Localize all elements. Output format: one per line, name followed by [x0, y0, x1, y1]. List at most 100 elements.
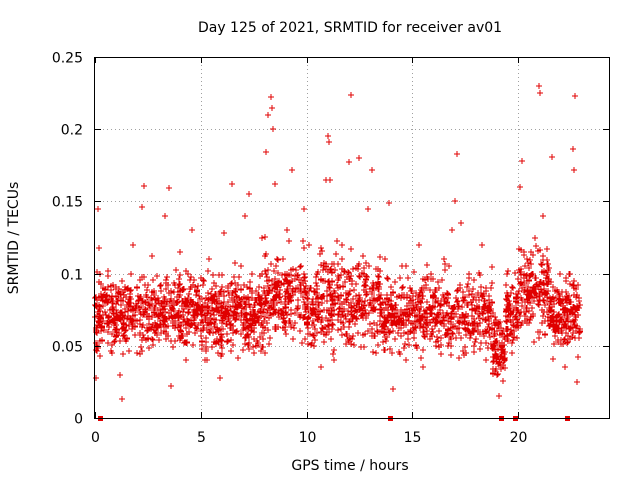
noise-point — [102, 286, 108, 292]
noise-point — [457, 282, 463, 288]
noise-point — [426, 304, 432, 310]
data-point — [471, 343, 477, 349]
noise-point — [144, 287, 150, 293]
noise-point — [533, 243, 539, 249]
noise-point — [371, 285, 377, 291]
noise-point — [528, 261, 534, 267]
data-point — [105, 273, 111, 279]
data-point — [202, 357, 208, 363]
noise-point — [472, 321, 478, 327]
data-point — [96, 245, 102, 251]
noise-point — [186, 291, 192, 297]
noise-point — [203, 348, 209, 354]
x-tick-label: 0 — [91, 430, 100, 446]
noise-point — [389, 322, 395, 328]
noise-point — [370, 349, 376, 355]
noise-point — [545, 267, 551, 273]
data-point — [194, 288, 200, 294]
noise-point — [111, 322, 117, 328]
noise-point — [360, 253, 366, 259]
noise-point — [228, 348, 234, 354]
noise-point — [538, 279, 544, 285]
noise-point — [251, 336, 257, 342]
noise-point — [163, 286, 169, 292]
noise-point — [355, 263, 361, 269]
noise-point — [515, 276, 521, 282]
noise-point — [481, 291, 487, 297]
noise-point — [146, 302, 152, 308]
noise-point — [258, 296, 264, 302]
noise-point — [393, 302, 399, 308]
data-point — [575, 354, 581, 360]
data-point — [420, 364, 426, 370]
noise-point — [247, 279, 253, 285]
noise-point — [430, 329, 436, 335]
noise-point — [446, 263, 452, 269]
noise-point — [471, 277, 477, 283]
noise-point — [500, 378, 506, 384]
data-point — [403, 357, 409, 363]
noise-point — [199, 296, 205, 302]
noise-point — [336, 306, 342, 312]
noise-point — [307, 285, 313, 291]
noise-point — [479, 306, 485, 312]
noise-point — [565, 339, 571, 345]
data-point — [382, 256, 388, 262]
noise-point — [305, 325, 311, 331]
y-tick-label: 0.15 — [52, 195, 83, 211]
noise-point — [564, 340, 570, 346]
noise-point — [446, 340, 452, 346]
noise-point — [521, 282, 527, 288]
noise-point — [375, 273, 381, 279]
noise-point — [398, 295, 404, 301]
data-point — [162, 213, 168, 219]
noise-point — [161, 315, 167, 321]
noise-point — [249, 317, 255, 323]
noise-point — [142, 282, 148, 288]
noise-point — [558, 317, 564, 323]
noise-point — [417, 318, 423, 324]
noise-point — [483, 303, 489, 309]
noise-point — [262, 234, 268, 240]
noise-point — [220, 303, 226, 309]
data-point — [310, 307, 316, 313]
data-point — [428, 271, 434, 277]
noise-point — [263, 251, 269, 257]
noise-point — [314, 330, 320, 336]
noise-point — [198, 311, 204, 317]
noise-point — [191, 301, 197, 307]
noise-point — [465, 313, 471, 319]
noise-point — [308, 342, 314, 348]
noise-point — [551, 317, 557, 323]
noise-point — [454, 299, 460, 305]
noise-point — [565, 333, 571, 339]
noise-point — [384, 296, 390, 302]
noise-point — [186, 309, 192, 315]
noise-point — [97, 308, 103, 314]
data-point — [335, 285, 341, 291]
noise-point — [117, 312, 123, 318]
noise-point — [422, 334, 428, 340]
noise-point — [253, 313, 259, 319]
noise-point — [221, 289, 227, 295]
noise-point — [471, 349, 477, 355]
data-point — [172, 314, 178, 320]
noise-point — [264, 278, 270, 284]
noise-point — [319, 296, 325, 302]
noise-point — [485, 324, 491, 330]
noise-point — [258, 348, 264, 354]
noise-point — [120, 351, 126, 357]
noise-point — [253, 288, 259, 294]
noise-point — [442, 267, 448, 273]
noise-point — [102, 309, 108, 315]
noise-point — [493, 351, 499, 357]
noise-point — [348, 309, 354, 315]
noise-point — [233, 329, 239, 335]
noise-point — [365, 328, 371, 334]
noise-point — [232, 317, 238, 323]
noise-point — [333, 251, 339, 257]
noise-point — [370, 305, 376, 311]
noise-point — [255, 342, 261, 348]
data-point — [251, 350, 257, 356]
noise-point — [400, 311, 406, 317]
